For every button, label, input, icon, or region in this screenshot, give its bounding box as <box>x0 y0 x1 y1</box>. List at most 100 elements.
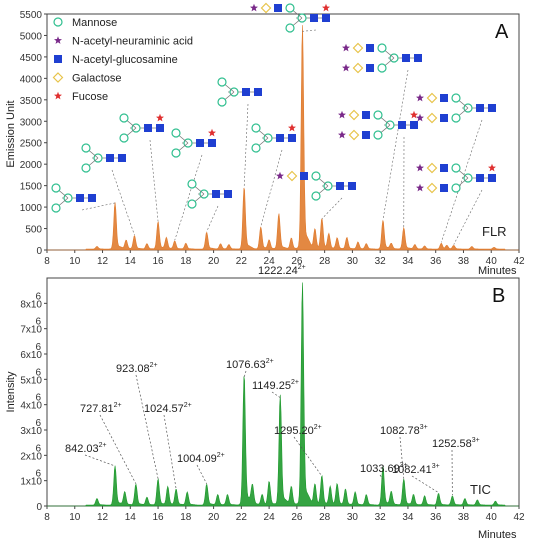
x-tick-label: 12 <box>97 256 109 267</box>
x-tick-label: 40 <box>486 256 498 267</box>
x-tick-label: 16 <box>152 512 164 523</box>
y-tick-label: 7x10 <box>20 325 42 336</box>
annotation-leader <box>99 414 137 484</box>
glycan-leader <box>149 139 159 222</box>
galactose-icon <box>260 2 272 14</box>
galactose-icon <box>348 129 360 141</box>
glcnac-icon <box>224 190 232 198</box>
mz-annotation: 1033.693+ <box>360 462 408 475</box>
glcnac-icon <box>440 164 448 172</box>
x-tick-label: 42 <box>513 512 525 523</box>
glcnac-icon <box>208 139 216 147</box>
annotation-leader <box>411 475 439 493</box>
mz-annotation: 1082.783+ <box>380 424 428 437</box>
glcnac-icon <box>362 131 370 139</box>
glcnac-icon <box>106 154 114 162</box>
annotation-leader <box>243 370 247 378</box>
mannose-icon <box>81 143 91 153</box>
glcnac-icon <box>76 194 84 202</box>
mannose-icon <box>119 113 129 123</box>
y-tick-label: 3000 <box>20 117 43 128</box>
glycan-structure <box>338 109 418 141</box>
mannose-icon <box>119 133 129 143</box>
glcnac-icon <box>366 64 374 72</box>
x-axis-label-b: Minutes <box>478 529 517 541</box>
glcnac-icon <box>274 4 282 12</box>
galactose-icon <box>426 182 438 194</box>
x-tick-label: 22 <box>236 512 248 523</box>
mannose-icon <box>251 143 261 153</box>
glcnac-icon <box>88 194 96 202</box>
panel-b-tic-chart: 8 10 12 14 16 18 20 22 24 26 28 30 32 34 36 38 40 42 0 1x10… <box>5 264 525 541</box>
glycan-leader <box>302 29 317 32</box>
glycan-structure <box>416 92 496 124</box>
glycan-leader <box>260 149 283 227</box>
mz-annotation: 1024.572+ <box>144 402 192 415</box>
mz-annotation: 1252.583+ <box>432 437 480 450</box>
glycan-structure <box>187 179 232 209</box>
glycan-structure <box>81 143 126 173</box>
glcnac-icon <box>398 121 406 129</box>
x-tick-label: 30 <box>347 256 359 267</box>
x-tick-label: 42 <box>513 256 525 267</box>
mannose-icon <box>373 130 383 140</box>
x-axis-label-a: Minutes <box>478 265 517 277</box>
glycan-leader <box>81 202 116 211</box>
x-tick-label: 18 <box>180 256 192 267</box>
x-tick-label: 10 <box>69 256 81 267</box>
glcnac-icon <box>402 54 410 62</box>
y-tick-label: 4x10 <box>20 401 42 412</box>
x-tick-label: 20 <box>208 512 220 523</box>
x-tick-label: 32 <box>375 256 387 267</box>
x-tick-label: 24 <box>264 512 276 523</box>
glcnac-icon <box>288 134 296 142</box>
y-tick-label: 5500 <box>20 10 43 21</box>
glcnac-icon <box>336 182 344 190</box>
fucose-icon <box>54 91 62 100</box>
glcnac-icon <box>144 124 152 132</box>
annotation-leader <box>84 454 116 467</box>
glycan-structure <box>51 183 96 213</box>
glcnac-icon <box>366 44 374 52</box>
galactose-icon <box>426 112 438 124</box>
glcnac-icon <box>212 190 220 198</box>
x-tick-label: 18 <box>180 512 192 523</box>
y-tick-label: 5000 <box>20 31 43 42</box>
mz-annotation: 923.082+ <box>116 362 158 375</box>
x-tick-label: 8 <box>44 256 50 267</box>
y-tick-exponent: 6 <box>35 291 41 302</box>
mannose-icon <box>285 3 295 13</box>
annotation-leader <box>196 464 207 484</box>
glycan-leader <box>321 197 343 220</box>
annotation-leader <box>379 474 384 480</box>
glycan-leader <box>440 119 483 243</box>
glycan-structure <box>119 113 164 143</box>
glcnac-icon <box>310 14 318 22</box>
glycan-leader <box>206 205 219 232</box>
mz-annotation: 842.032+ <box>65 442 107 455</box>
glcnac-icon <box>488 104 496 112</box>
trace-label-flr: FLR <box>482 224 507 239</box>
y-tick-label: 2000 <box>20 160 43 171</box>
annotation-leader <box>135 374 159 479</box>
mannose-icon <box>311 191 321 201</box>
fucose-icon <box>410 110 418 119</box>
x-tick-label: 28 <box>319 512 331 523</box>
x-tick-label: 8 <box>44 512 50 523</box>
glycan-structure <box>250 2 330 33</box>
tic-trace <box>47 282 519 507</box>
y-tick-label: 4500 <box>20 53 43 64</box>
glcnac-icon <box>242 88 250 96</box>
panel-a-frame <box>46 13 520 251</box>
fucose-icon <box>322 3 330 12</box>
glcnac-icon <box>362 111 370 119</box>
x-tick-label: 28 <box>319 256 331 267</box>
glcnac-icon <box>300 172 308 180</box>
mass-annotations: 842.032+ 727.812+ 923.082+ 1024.572+ 1004.09… <box>65 264 480 496</box>
glcnac-icon <box>196 139 204 147</box>
neu5ac-icon <box>338 130 346 139</box>
x-tick-label: 30 <box>347 512 359 523</box>
y-axis-label-b: Intensity <box>5 371 17 412</box>
mannose-icon <box>373 110 383 120</box>
glycan-structure <box>416 162 496 194</box>
